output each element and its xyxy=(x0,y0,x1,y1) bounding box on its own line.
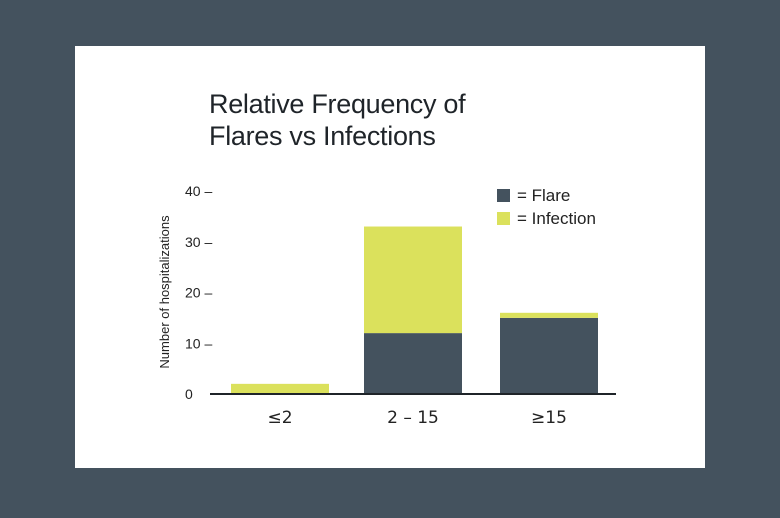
chart-card: Relative Frequency of Flares vs Infectio… xyxy=(75,46,705,468)
x-category-label: 2 – 15 xyxy=(387,408,439,428)
bars-group xyxy=(231,226,598,394)
legend: = Flare = Infection xyxy=(497,186,596,228)
x-axis-categories: ≤2 2 – 15 ≥15 xyxy=(267,408,566,428)
x-category-label: ≤2 xyxy=(267,408,292,428)
y-tick-label: 20 – xyxy=(185,285,212,301)
legend-swatch-flare xyxy=(497,189,510,202)
x-category-label: ≥15 xyxy=(531,408,567,428)
chart-title-line-2: Flares vs Infections xyxy=(209,121,436,151)
y-tick-label: 0 xyxy=(185,386,193,402)
y-axis-title: Number of hospitalizations xyxy=(157,215,172,369)
bar-infection-2 xyxy=(364,226,462,334)
stacked-bar-chart: 0 10 – 20 – 30 – 40 – ≤2 2 – 15 ≥15 Number of … xyxy=(157,183,616,428)
bar-flare-2 xyxy=(364,333,462,394)
legend-label-flare: = Flare xyxy=(517,186,570,205)
bar-infection-3 xyxy=(500,312,598,318)
y-tick-label: 10 – xyxy=(185,335,212,351)
y-tick-label: 40 – xyxy=(185,183,212,199)
y-axis-ticks: 0 10 – 20 – 30 – 40 – xyxy=(185,183,212,402)
bar-flare-3 xyxy=(500,317,598,394)
legend-label-infection: = Infection xyxy=(517,209,596,228)
chart-title-line-1: Relative Frequency of xyxy=(209,89,466,119)
legend-swatch-infection xyxy=(497,212,510,225)
y-tick-label: 30 – xyxy=(185,234,212,250)
chart-title: Relative Frequency of Flares vs Infectio… xyxy=(209,88,466,152)
bar-infection-1 xyxy=(231,383,329,394)
